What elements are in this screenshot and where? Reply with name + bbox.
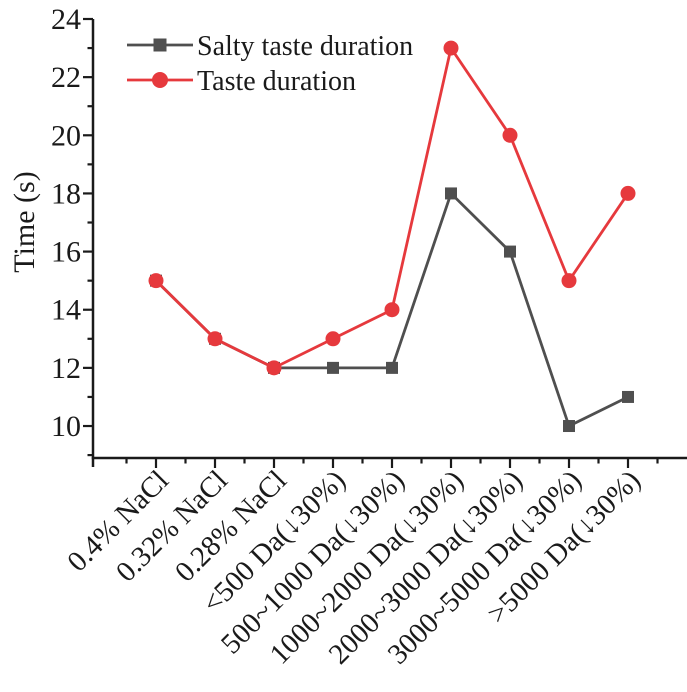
y-tick-label: 20 [51,119,81,152]
y-axis-title: Time (s) [8,171,41,272]
marker-square-salty-taste-duration [386,361,398,374]
marker-circle-taste-duration [325,331,341,347]
marker-square-salty-taste-duration [504,245,516,258]
y-tick-label: 18 [51,177,81,210]
y-tick-label: 14 [51,294,81,327]
legend-label-salty-taste-duration: Salty taste duration [197,31,413,62]
marker-circle-taste-duration [620,185,636,201]
y-tick-label: 12 [51,352,81,385]
marker-circle-taste-duration [443,40,459,56]
marker-square-salty-taste-duration [622,390,634,403]
marker-square-salty-taste-duration [327,361,339,374]
marker-circle-taste-duration [148,273,164,289]
y-tick-label: 24 [51,3,81,36]
marker-circle-taste-duration [502,127,518,143]
legend-marker-circle [152,72,168,88]
y-tick-label: 16 [51,236,81,269]
legend-marker-square [153,38,167,52]
marker-circle-taste-duration [207,331,223,347]
marker-square-salty-taste-duration [445,187,457,200]
y-tick-label: 10 [51,410,81,443]
y-tick-label: 22 [51,61,81,94]
marker-circle-taste-duration [266,360,282,376]
marker-square-salty-taste-duration [563,420,575,433]
legend-label-taste-duration: Taste duration [197,66,356,97]
marker-circle-taste-duration [384,302,400,318]
marker-circle-taste-duration [561,273,577,289]
